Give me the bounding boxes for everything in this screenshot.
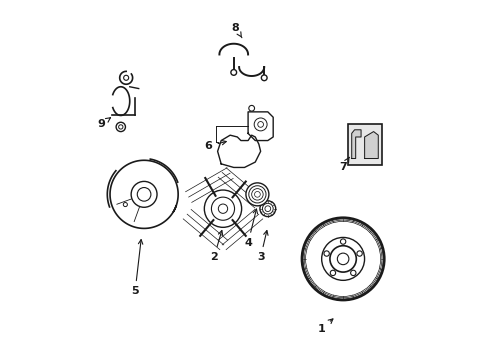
Text: 4: 4 [244,209,257,248]
Circle shape [254,192,260,197]
Circle shape [260,201,275,217]
Circle shape [356,251,362,256]
Circle shape [123,203,127,207]
Polygon shape [247,112,273,140]
Circle shape [329,246,356,272]
Circle shape [230,69,236,75]
Polygon shape [364,132,378,158]
Text: 9: 9 [97,118,110,129]
Circle shape [119,125,122,129]
Circle shape [251,189,263,200]
Circle shape [245,183,268,206]
Circle shape [337,253,348,265]
Circle shape [324,251,328,256]
Text: 3: 3 [256,230,267,262]
Circle shape [350,270,355,276]
Text: 1: 1 [317,319,332,334]
Circle shape [218,204,227,213]
Circle shape [204,190,241,227]
Text: 6: 6 [204,140,226,151]
Polygon shape [217,135,260,167]
Circle shape [123,75,128,80]
Circle shape [329,270,335,276]
Bar [347,123,381,165]
Circle shape [340,239,345,244]
Text: 8: 8 [231,23,242,38]
Circle shape [248,186,265,203]
Circle shape [211,197,234,220]
Text: 5: 5 [131,239,142,296]
Circle shape [264,206,270,212]
Text: 2: 2 [210,230,222,262]
Polygon shape [351,130,360,158]
Circle shape [248,105,254,111]
Circle shape [321,238,364,280]
Circle shape [261,75,266,81]
Text: 7: 7 [339,157,348,172]
Circle shape [116,122,125,132]
Circle shape [262,203,273,214]
